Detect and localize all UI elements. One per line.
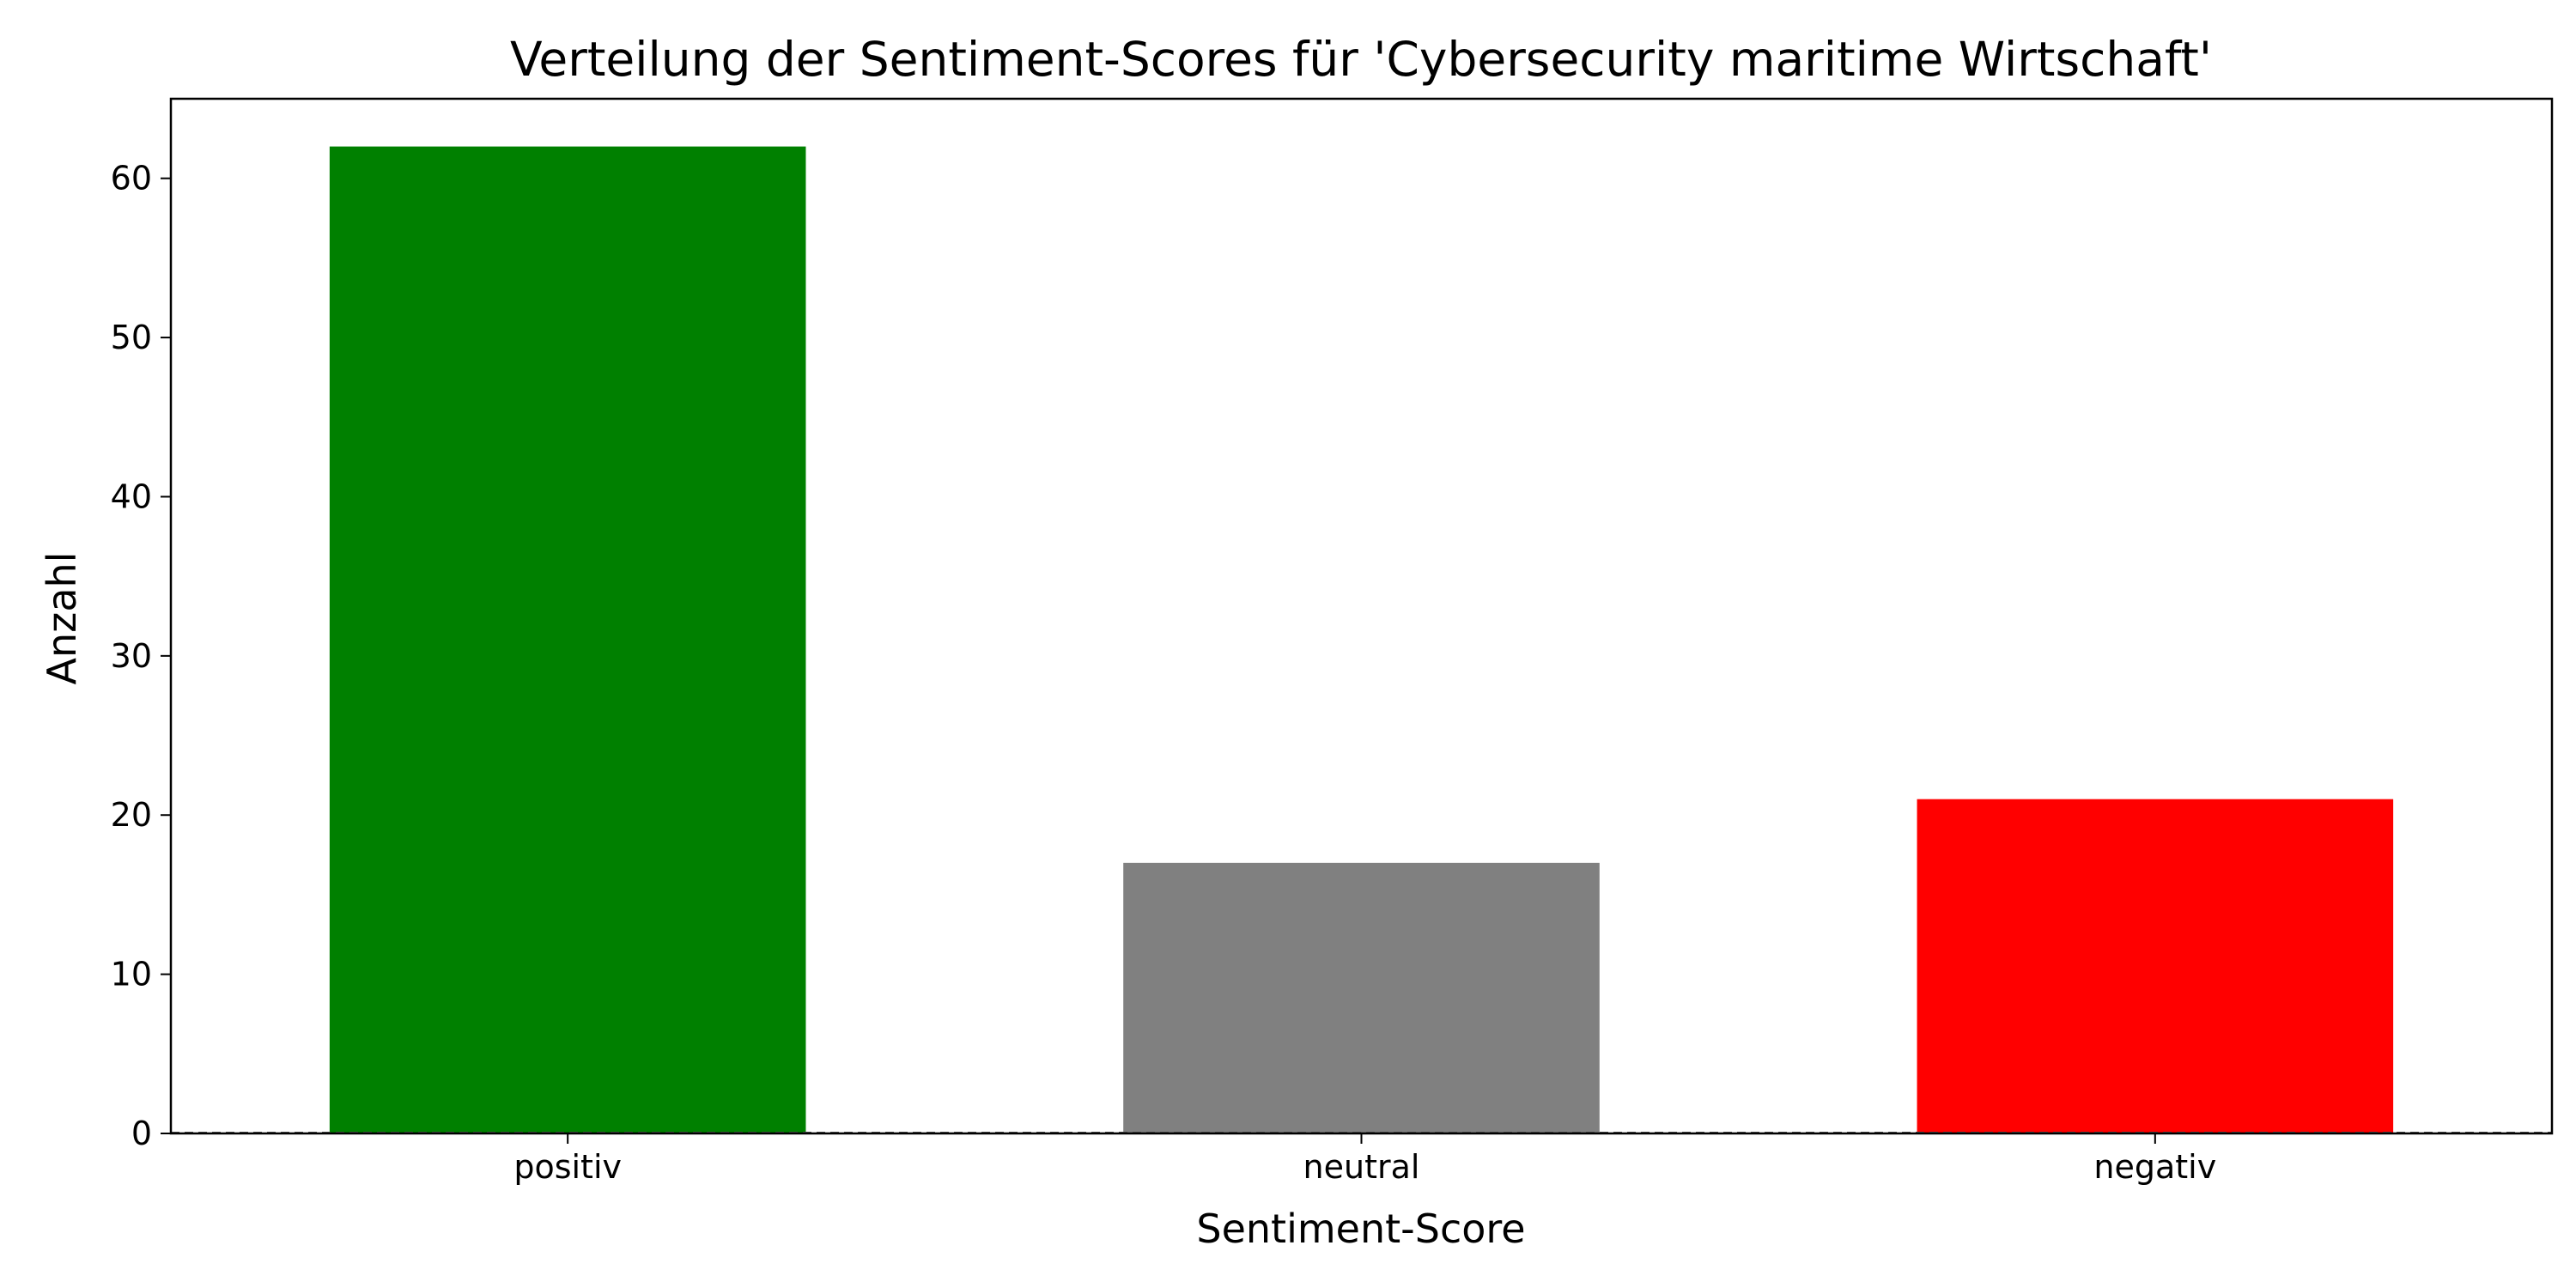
y-tick-label-20: 20 xyxy=(111,796,152,834)
bar-negativ xyxy=(1917,799,2394,1133)
x-axis-label: Sentiment-Score xyxy=(1196,1206,1525,1252)
bars-layer xyxy=(329,146,2394,1134)
ticks-layer: positiv neutral negativ 0 10 20 30 40 50 60 xyxy=(111,160,2217,1186)
x-tick-label-positiv: positiv xyxy=(513,1148,622,1186)
y-tick-label-0: 0 xyxy=(131,1115,152,1152)
y-tick-label-50: 50 xyxy=(111,319,152,356)
y-tick-label-60: 60 xyxy=(111,160,152,197)
x-tick-label-negativ: negativ xyxy=(2093,1148,2216,1186)
y-tick-label-30: 30 xyxy=(111,637,152,675)
bar-neutral xyxy=(1123,862,1600,1133)
y-axis-label: Anzahl xyxy=(39,552,85,685)
x-tick-label-neutral: neutral xyxy=(1303,1148,1420,1186)
y-tick-label-40: 40 xyxy=(111,477,152,515)
bar-positiv xyxy=(329,146,806,1134)
chart-title: Verteilung der Sentiment-Scores für 'Cyb… xyxy=(510,32,2212,87)
y-tick-label-10: 10 xyxy=(111,956,152,993)
